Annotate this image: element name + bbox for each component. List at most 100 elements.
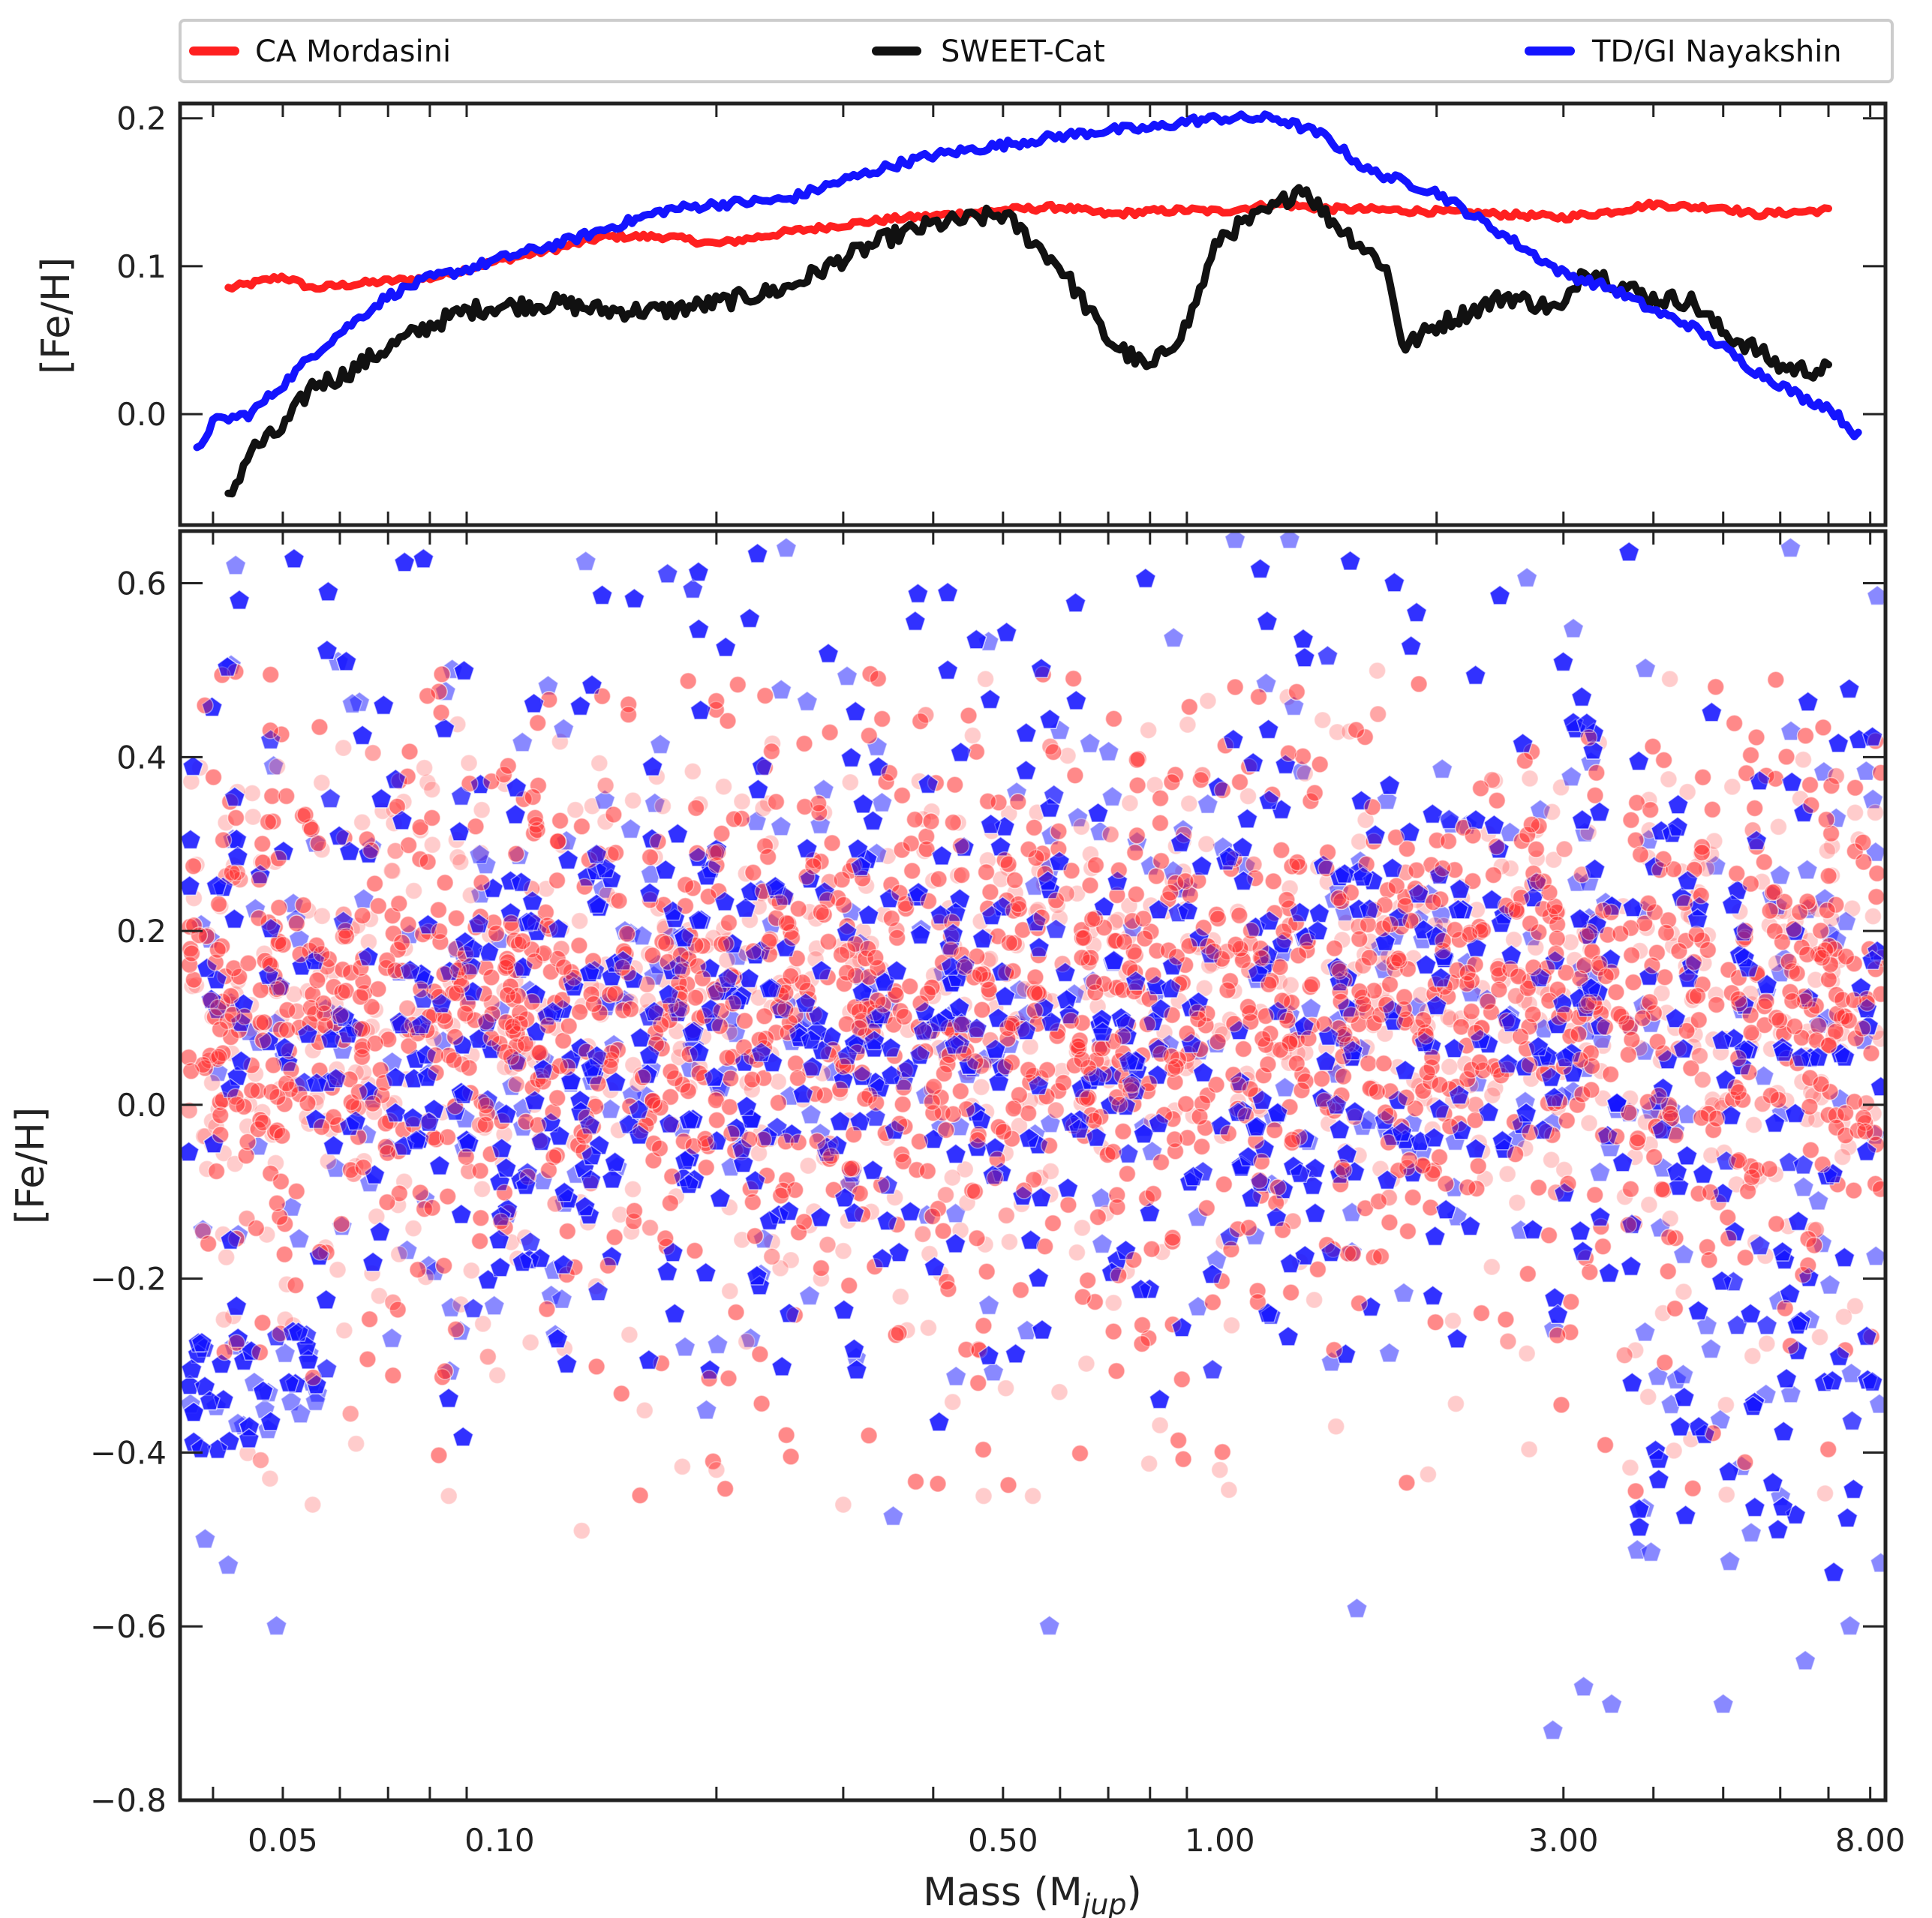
point-td-gi-nayakshin: [1633, 1040, 1656, 1061]
point-ca-mordasini: [605, 891, 624, 909]
point-td-gi-nayakshin: [800, 1103, 822, 1124]
point-td-gi-nayakshin: [674, 1336, 696, 1357]
point-td-gi-nayakshin: [1456, 951, 1478, 972]
point-td-gi-nayakshin: [771, 679, 792, 700]
point-ca-mordasini: [1362, 1079, 1381, 1097]
point-ca-mordasini: [646, 848, 664, 866]
point-td-gi-nayakshin: [1374, 959, 1396, 980]
point-ca-mordasini: [891, 1287, 910, 1306]
point-ca-mordasini: [1441, 1058, 1459, 1076]
point-ca-mordasini: [1527, 821, 1546, 839]
point-td-gi-nayakshin: [1571, 957, 1593, 978]
point-ca-mordasini: [335, 1321, 353, 1340]
point-ca-mordasini: [1661, 1209, 1679, 1228]
point-ca-mordasini: [738, 1073, 756, 1092]
point-ca-mordasini: [1703, 1091, 1722, 1109]
point-td-gi-nayakshin: [620, 818, 641, 839]
point-ca-mordasini: [1340, 722, 1359, 740]
point-td-gi-nayakshin: [288, 928, 311, 949]
point-ca-mordasini: [1660, 770, 1678, 788]
point-ca-mordasini: [1081, 845, 1100, 863]
point-ca-mordasini: [714, 777, 733, 796]
point-td-gi-nayakshin: [1814, 887, 1836, 908]
point-ca-mordasini: [924, 978, 942, 996]
point-ca-mordasini: [1239, 787, 1257, 806]
point-ca-mordasini: [473, 801, 491, 819]
point-td-gi-nayakshin: [381, 1327, 403, 1348]
point-ca-mordasini: [1364, 1079, 1382, 1098]
point-ca-mordasini: [1846, 803, 1864, 822]
point-td-gi-nayakshin: [1300, 998, 1322, 1019]
point-ca-mordasini: [992, 870, 1010, 888]
point-td-gi-nayakshin: [680, 1057, 702, 1078]
point-ca-mordasini: [1501, 859, 1519, 878]
point-td-gi-nayakshin: [1079, 732, 1101, 753]
point-ca-mordasini: [1640, 1196, 1658, 1214]
bottom-plot-area: [180, 531, 1885, 1740]
point-ca-mordasini: [521, 1333, 539, 1352]
top-plot-area: [193, 110, 1862, 498]
point-ca-mordasini: [1717, 1396, 1735, 1414]
legend: CA Mordasini SWEET-Cat TD/GI Nayakshin: [179, 19, 1894, 83]
point-ca-mordasini: [257, 1226, 276, 1244]
point-ca-mordasini: [1723, 778, 1741, 796]
point-td-gi-nayakshin: [1819, 1274, 1841, 1295]
point-ca-mordasini: [1176, 1059, 1195, 1077]
point-ca-mordasini: [319, 1152, 338, 1170]
point-ca-mordasini: [368, 1208, 386, 1226]
point-ca-mordasini: [203, 1112, 221, 1130]
point-ca-mordasini: [1099, 1144, 1118, 1163]
point-ca-mordasini: [443, 1016, 461, 1035]
point-ca-mordasini: [422, 780, 441, 799]
point-td-gi-nayakshin: [1696, 1314, 1718, 1335]
point-td-gi-nayakshin: [1627, 1538, 1648, 1559]
point-td-gi-nayakshin: [1705, 854, 1726, 875]
point-td-gi-nayakshin: [1870, 1552, 1885, 1573]
point-ca-mordasini: [476, 1118, 494, 1137]
point-td-gi-nayakshin: [1589, 1161, 1611, 1182]
point-ca-mordasini: [1802, 1083, 1820, 1101]
point-ca-mordasini: [1801, 932, 1819, 950]
point-ca-mordasini: [1640, 791, 1658, 809]
point-ca-mordasini: [1314, 711, 1332, 729]
line-td-gi-nayakshin: [193, 110, 1862, 452]
point-ca-mordasini: [978, 951, 997, 970]
top-y-axis-label: [Fe/H]: [34, 257, 79, 374]
point-ca-mordasini: [705, 929, 723, 947]
point-td-gi-nayakshin: [1197, 793, 1218, 814]
point-ca-mordasini: [1373, 981, 1391, 1000]
point-ca-mordasini: [1456, 1055, 1474, 1073]
point-td-gi-nayakshin: [596, 991, 617, 1012]
point-ca-mordasini: [1233, 947, 1251, 965]
point-ca-mordasini: [698, 936, 716, 955]
point-ca-mordasini: [999, 859, 1017, 877]
point-ca-mordasini: [1275, 1043, 1293, 1061]
point-td-gi-nayakshin: [281, 1196, 302, 1217]
point-ca-mordasini: [1675, 1283, 1693, 1301]
point-ca-mordasini: [1441, 1010, 1460, 1028]
point-ca-mordasini: [1281, 976, 1300, 995]
point-ca-mordasini: [1699, 926, 1717, 944]
point-ca-mordasini: [1263, 1040, 1281, 1058]
point-ca-mordasini: [415, 758, 434, 777]
point-ca-mordasini: [670, 1048, 688, 1067]
point-ca-mordasini: [782, 1251, 800, 1269]
point-td-gi-nayakshin: [207, 1061, 229, 1082]
point-td-gi-nayakshin: [1244, 1224, 1266, 1245]
point-td-gi-nayakshin: [599, 1098, 621, 1119]
point-ca-mordasini: [462, 1262, 481, 1280]
point-ca-mordasini: [423, 836, 442, 854]
point-td-gi-nayakshin: [725, 1022, 747, 1043]
point-ca-mordasini: [1686, 1025, 1704, 1043]
point-ca-mordasini: [1483, 1086, 1501, 1104]
point-ca-mordasini: [1660, 670, 1679, 688]
point-ca-mordasini: [240, 1095, 258, 1114]
point-ca-mordasini: [355, 1152, 373, 1170]
point-td-gi-nayakshin: [1341, 1202, 1363, 1223]
top-panel: 0.00.10.2 [Fe/H]: [34, 101, 1888, 527]
point-ca-mordasini: [1520, 1440, 1538, 1458]
point-td-gi-nayakshin: [512, 1115, 534, 1136]
point-ca-mordasini: [1281, 879, 1299, 897]
point-td-gi-nayakshin: [1640, 1541, 1662, 1562]
